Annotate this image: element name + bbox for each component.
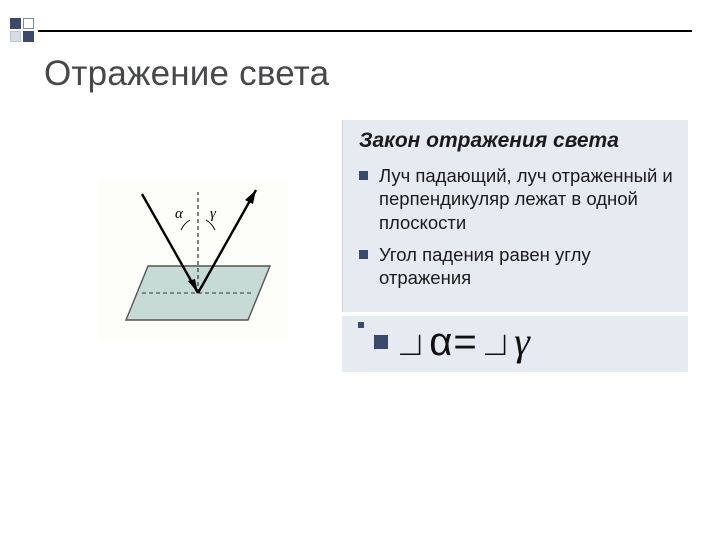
bullet-icon <box>374 335 388 349</box>
ornament-square <box>23 18 34 29</box>
text-column: Закон отражения света Луч падающий, луч … <box>342 120 688 514</box>
ornament-square <box>10 31 21 42</box>
law-heading: Закон отражения света <box>359 128 676 154</box>
ornament-square <box>23 31 34 42</box>
diagram-column: α γ <box>44 120 342 514</box>
formula: ∟ α = ∟ γ <box>394 322 530 362</box>
formula-panel: ∟ α = ∟ γ <box>342 316 688 372</box>
list-item: Луч падающий, луч отраженный и перпендик… <box>359 164 676 235</box>
law-list: Луч падающий, луч отраженный и перпендик… <box>359 164 676 290</box>
bullet-icon <box>358 322 364 328</box>
angle-icon: ∟ <box>479 327 512 361</box>
law-panel: Закон отражения света Луч падающий, луч … <box>342 120 688 312</box>
formula-eq: = <box>451 322 478 362</box>
reflection-diagram: α γ <box>98 180 288 340</box>
content-area: α γ Закон отражения света Луч падающий, … <box>44 120 688 514</box>
angle-icon: ∟ <box>394 327 427 361</box>
formula-gamma: γ <box>514 322 530 362</box>
page-title: Отражение света <box>44 54 329 94</box>
ornament-square <box>10 18 21 29</box>
header-ornament <box>10 18 34 42</box>
header-rule <box>38 30 692 32</box>
formula-alpha: α <box>429 322 451 362</box>
list-item: Угол падения равен углу отражения <box>359 243 676 290</box>
alpha-label: α <box>175 206 184 222</box>
